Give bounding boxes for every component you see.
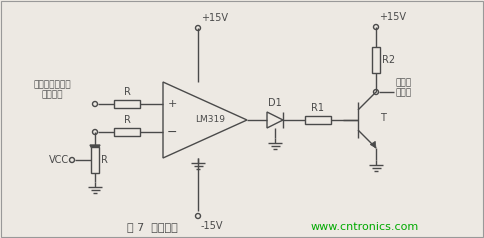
Text: VCC: VCC [49, 155, 69, 165]
Polygon shape [267, 112, 283, 128]
Text: T: T [380, 113, 386, 123]
Text: D1: D1 [268, 98, 282, 108]
Text: www.cntronics.com: www.cntronics.com [311, 222, 419, 232]
Text: 母线过
流信号: 母线过 流信号 [396, 78, 412, 98]
Text: +: + [167, 99, 177, 109]
Text: −: − [167, 125, 177, 139]
Text: R1: R1 [312, 103, 324, 113]
Text: -15V: -15V [201, 221, 224, 231]
Text: +15V: +15V [379, 12, 406, 22]
Polygon shape [163, 82, 247, 158]
Text: LM319: LM319 [195, 115, 225, 124]
Bar [372, 47, 380, 73]
Text: 图 7  过流保护: 图 7 过流保护 [127, 222, 177, 232]
Bar [305, 116, 331, 124]
Polygon shape [370, 141, 376, 148]
Bar [91, 147, 99, 173]
Text: R2: R2 [382, 55, 395, 65]
Text: 霍尔电流传感器
采样信号: 霍尔电流传感器 采样信号 [33, 80, 71, 100]
Bar [114, 100, 140, 108]
Polygon shape [90, 145, 100, 154]
Text: +15V: +15V [201, 13, 228, 23]
Text: R: R [123, 87, 130, 97]
Text: R: R [101, 155, 108, 165]
Bar [114, 128, 140, 136]
Text: R: R [123, 115, 130, 125]
